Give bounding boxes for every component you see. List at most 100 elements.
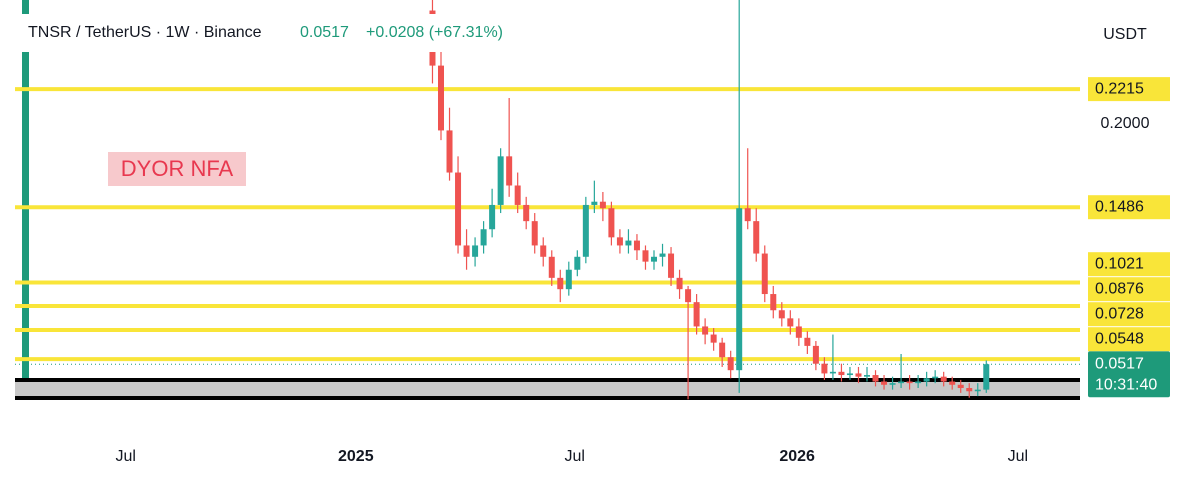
candle-body <box>898 381 905 384</box>
candle-body <box>642 250 649 262</box>
candle-body <box>957 384 964 389</box>
candle-body <box>438 65 444 131</box>
x-tick-label: 2026 <box>779 448 815 465</box>
candle-body <box>608 208 615 238</box>
candle-body <box>591 201 598 205</box>
level-badge <box>1088 302 1170 327</box>
candle-body <box>812 345 819 364</box>
candle-body <box>651 256 657 262</box>
candle-body <box>949 381 956 385</box>
candle-body <box>540 245 547 257</box>
level-badge <box>1088 77 1170 102</box>
candle-body <box>727 357 734 371</box>
x-tick-label: 2025 <box>338 448 374 465</box>
candle-body <box>829 371 836 374</box>
price-badge <box>1088 351 1170 398</box>
candle-body <box>668 253 675 278</box>
candle-body <box>523 204 530 222</box>
candle-body <box>506 156 513 186</box>
level-badge-label: 0.1486 <box>1095 198 1144 215</box>
candle-body <box>472 245 479 257</box>
candle-body <box>744 208 751 222</box>
level-badge-label: 0.1021 <box>1095 255 1144 272</box>
candle-body <box>966 388 973 392</box>
candle-body <box>923 378 930 382</box>
bottom-band <box>15 378 1080 400</box>
bottom-band-edge <box>15 378 1080 382</box>
y-tick-label: 0.2000 <box>1101 115 1150 132</box>
price-badge-label: 0.0517 <box>1095 355 1144 372</box>
level-badge-label: 0.2215 <box>1095 80 1144 97</box>
candle-body <box>659 253 666 257</box>
candle-body <box>778 310 785 319</box>
candle-body <box>915 381 922 384</box>
candle-body <box>983 364 990 390</box>
candle-body <box>582 204 589 257</box>
candle-body <box>489 204 496 230</box>
candle-body <box>787 318 794 327</box>
level-badge <box>1088 252 1170 277</box>
x-tick-label: Jul <box>116 448 136 465</box>
header-price: 0.0517 <box>300 24 349 41</box>
chart-title: TNSR / TetherUS · 1W · Binance <box>28 24 262 41</box>
candle-body <box>514 185 521 205</box>
candle-body <box>736 208 743 371</box>
header-bg <box>0 14 540 52</box>
level-badge <box>1088 277 1170 302</box>
candle-body <box>463 245 470 257</box>
candle-body <box>795 326 802 338</box>
candle-body <box>846 373 853 376</box>
candle-body <box>974 389 981 392</box>
candle-body <box>446 130 453 173</box>
level-badge-label: 0.0548 <box>1095 330 1144 347</box>
candle-body <box>855 373 862 377</box>
y-axis-label: USDT <box>1103 26 1147 43</box>
countdown: 10:31:40 <box>1095 376 1157 393</box>
candle-body <box>710 334 717 343</box>
candle-body <box>633 240 640 251</box>
candle-body <box>838 371 845 376</box>
annotation-box <box>108 152 246 186</box>
candle-body <box>455 172 462 246</box>
level-badge-label: 0.0876 <box>1095 280 1144 297</box>
candle-body <box>625 240 632 246</box>
candle-body <box>889 383 896 385</box>
candle-body <box>531 221 538 246</box>
left-marker <box>22 0 29 400</box>
plot <box>15 0 1080 400</box>
level-badge <box>1088 327 1170 352</box>
candle-body <box>821 363 828 374</box>
bottom-band-edge <box>15 396 1080 400</box>
candle-body <box>881 381 888 385</box>
candle-body <box>770 294 777 311</box>
candle-body <box>548 256 555 278</box>
candle-body <box>599 201 606 209</box>
candle-body <box>932 376 939 379</box>
candle-body <box>872 375 879 382</box>
candle-body <box>574 256 581 270</box>
candle-body <box>940 376 947 382</box>
candle-body <box>906 381 913 384</box>
candle-body <box>480 229 487 246</box>
candle-body <box>676 277 683 290</box>
candle-body <box>753 221 760 254</box>
candle-body <box>864 375 870 377</box>
x-tick-label: Jul <box>565 448 585 465</box>
candle-body <box>565 269 572 290</box>
candle-body <box>719 342 726 358</box>
header-change: +0.0208 (+67.31%) <box>366 24 503 41</box>
level-badge <box>1088 195 1170 220</box>
candle-body <box>693 302 700 327</box>
candle-body <box>685 289 692 303</box>
candle-body <box>702 326 709 335</box>
candle-body <box>804 337 811 346</box>
candle-body <box>761 253 768 295</box>
level-badge-label: 0.0728 <box>1095 305 1144 322</box>
annotation: DYOR NFA <box>121 156 234 181</box>
candle-body <box>557 277 564 290</box>
candle-body <box>497 156 504 205</box>
candle-body <box>616 237 623 246</box>
x-tick-label: Jul <box>1008 448 1028 465</box>
